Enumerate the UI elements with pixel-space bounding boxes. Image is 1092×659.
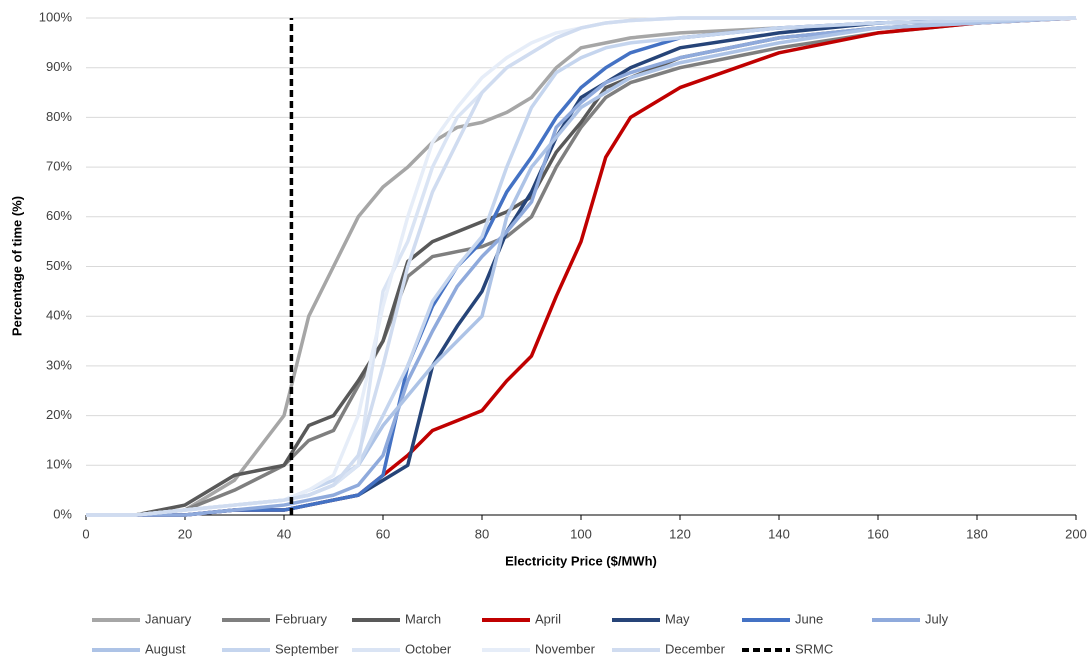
y-tick-label: 20%	[46, 407, 72, 422]
legend-label: September	[275, 641, 339, 656]
legend-label: November	[535, 641, 596, 656]
y-axis-title: Percentage of time (%)	[9, 196, 24, 336]
legend-label: June	[795, 611, 823, 626]
x-axis-title: Electricity Price ($/MWh)	[505, 553, 657, 568]
y-tick-label: 10%	[46, 457, 72, 472]
x-tick-label: 80	[475, 526, 489, 541]
y-tick-label: 70%	[46, 159, 72, 174]
legend-label: August	[145, 641, 186, 656]
legend-label: May	[665, 611, 690, 626]
series-line	[86, 16, 1077, 517]
x-tick-label: 100	[570, 526, 592, 541]
x-tick-label: 60	[376, 526, 390, 541]
y-tick-label: 90%	[46, 59, 72, 74]
x-tick-label: 180	[966, 526, 988, 541]
legend-label: January	[145, 611, 192, 626]
legend-label: April	[535, 611, 561, 626]
series-line	[86, 16, 1077, 517]
y-tick-label: 30%	[46, 357, 72, 372]
legend-label: February	[275, 611, 328, 626]
y-tick-label: 60%	[46, 208, 72, 223]
x-tick-label: 0	[82, 526, 89, 541]
series-line	[86, 16, 1076, 517]
x-tick-label: 140	[768, 526, 790, 541]
y-tick-label: 80%	[46, 109, 72, 124]
y-tick-label: 40%	[46, 308, 72, 323]
x-tick-label: 160	[867, 526, 889, 541]
y-tick-label: 100%	[39, 9, 73, 24]
x-tick-label: 200	[1065, 526, 1087, 541]
x-tick-label: 20	[178, 526, 192, 541]
y-tick-label: 0%	[53, 506, 72, 521]
x-tick-label: 40	[277, 526, 291, 541]
x-tick-label: 120	[669, 526, 691, 541]
legend-label: March	[405, 611, 441, 626]
y-tick-label: 50%	[46, 258, 72, 273]
legend-label: October	[405, 641, 452, 656]
legend-label: July	[925, 611, 949, 626]
legend-label: SRMC	[795, 641, 833, 656]
legend-label: December	[665, 641, 726, 656]
